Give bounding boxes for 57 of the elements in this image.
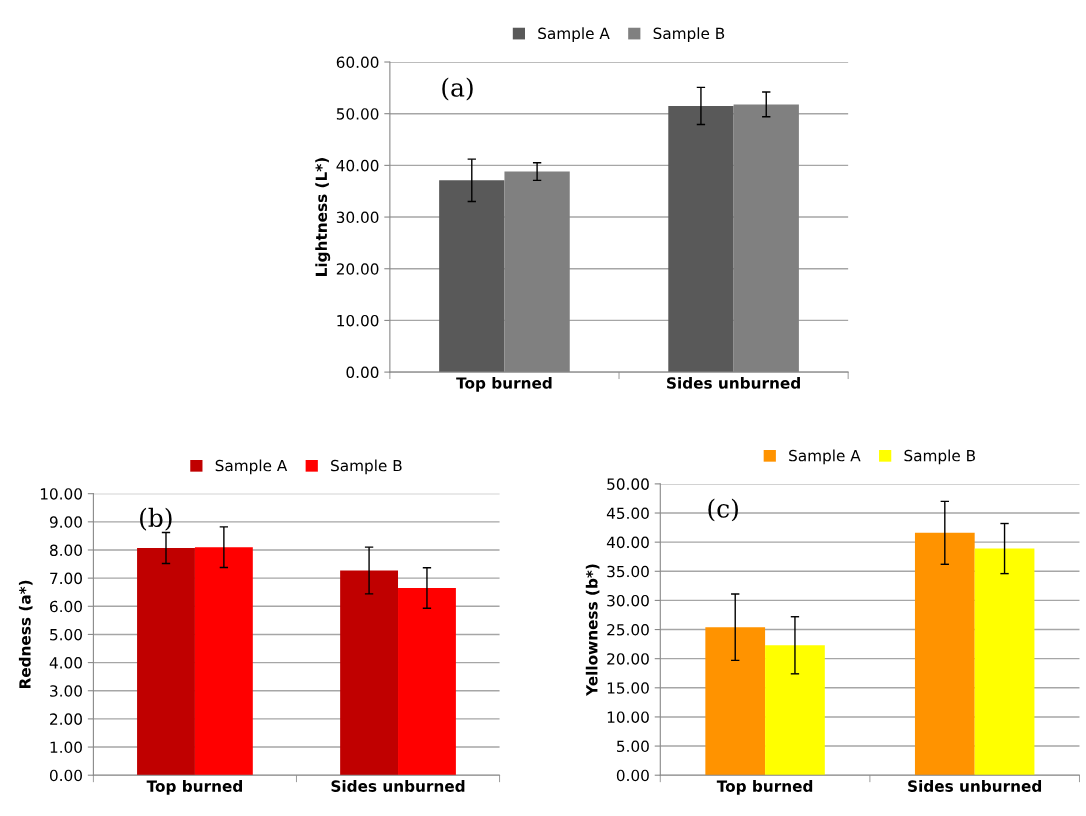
y-tick-label: 60.00: [336, 56, 379, 69]
y-tick-label: 35.00: [607, 565, 649, 578]
y-tick-label: 4.00: [49, 657, 82, 669]
y-tick-label: 50.00: [336, 108, 379, 120]
x-tick-label: Top burned: [716, 780, 813, 795]
y-tick-label: 45.00: [606, 507, 649, 520]
y-tick-label: 40.00: [336, 159, 379, 172]
y-tick-label: 40.00: [606, 536, 649, 549]
y-tick-label: 0.00: [49, 769, 82, 782]
bar: [668, 105, 734, 373]
y-tick-label: 3.00: [50, 685, 82, 697]
y-tick-label: 8.00: [50, 544, 82, 557]
y-tick-label: 1.00: [50, 741, 82, 754]
annotation: (a): [442, 77, 473, 101]
y-tick-label: 6.00: [50, 600, 82, 613]
legend-label: Sample A: [215, 459, 288, 475]
y-tick-label: 0.00: [616, 769, 649, 782]
y-tick-label: 10.00: [337, 314, 379, 327]
annotation: (b): [140, 507, 172, 531]
x-tick-label: Sides unburned: [667, 376, 800, 389]
y-tick-label: 30.00: [607, 594, 649, 607]
y-tick-label: 0.00: [346, 366, 379, 379]
y-tick-label: 10.00: [607, 711, 649, 723]
legend-label: Sample A: [789, 449, 861, 465]
legend-label: Sample B: [904, 449, 976, 465]
bar: [914, 532, 975, 776]
y-tick-label: 7.00: [50, 572, 82, 585]
annotation: (c): [708, 498, 738, 522]
y-tick-label: 30.00: [336, 211, 379, 224]
x-tick-label: Top burned: [456, 376, 552, 392]
bar: [705, 627, 766, 776]
y-tick-label: 20.00: [336, 263, 379, 275]
y-tick-label: 15.00: [607, 682, 649, 694]
y-tick-label: 9.00: [49, 516, 82, 528]
y-tick-label: 2.00: [50, 713, 82, 725]
bar: [974, 548, 1035, 776]
y-axis-title: Redness (a*): [18, 580, 33, 689]
y-axis-title: Yellowness (b*): [585, 564, 600, 697]
bar: [137, 548, 195, 776]
legend-label: Sample B: [653, 27, 725, 43]
x-tick-label: Sides unburned: [908, 780, 1042, 792]
y-tick-label: 50.00: [607, 478, 649, 490]
bar: [765, 645, 825, 776]
bar: [340, 570, 399, 776]
x-tick-label: Sides unburned: [331, 780, 465, 792]
y-tick-label: 5.00: [50, 628, 82, 641]
bar: [398, 587, 456, 776]
x-tick-label: Top burned: [146, 780, 242, 795]
y-tick-label: 10.00: [40, 488, 82, 500]
legend-label: Sample A: [538, 27, 610, 43]
y-axis-title: Lightness (L*): [315, 158, 331, 276]
legend-label: Sample B: [331, 459, 402, 475]
bar: [194, 547, 253, 776]
y-tick-label: 5.00: [617, 740, 649, 753]
bar: [439, 180, 505, 373]
y-tick-label: 20.00: [607, 653, 649, 665]
y-tick-label: 25.00: [607, 624, 649, 636]
